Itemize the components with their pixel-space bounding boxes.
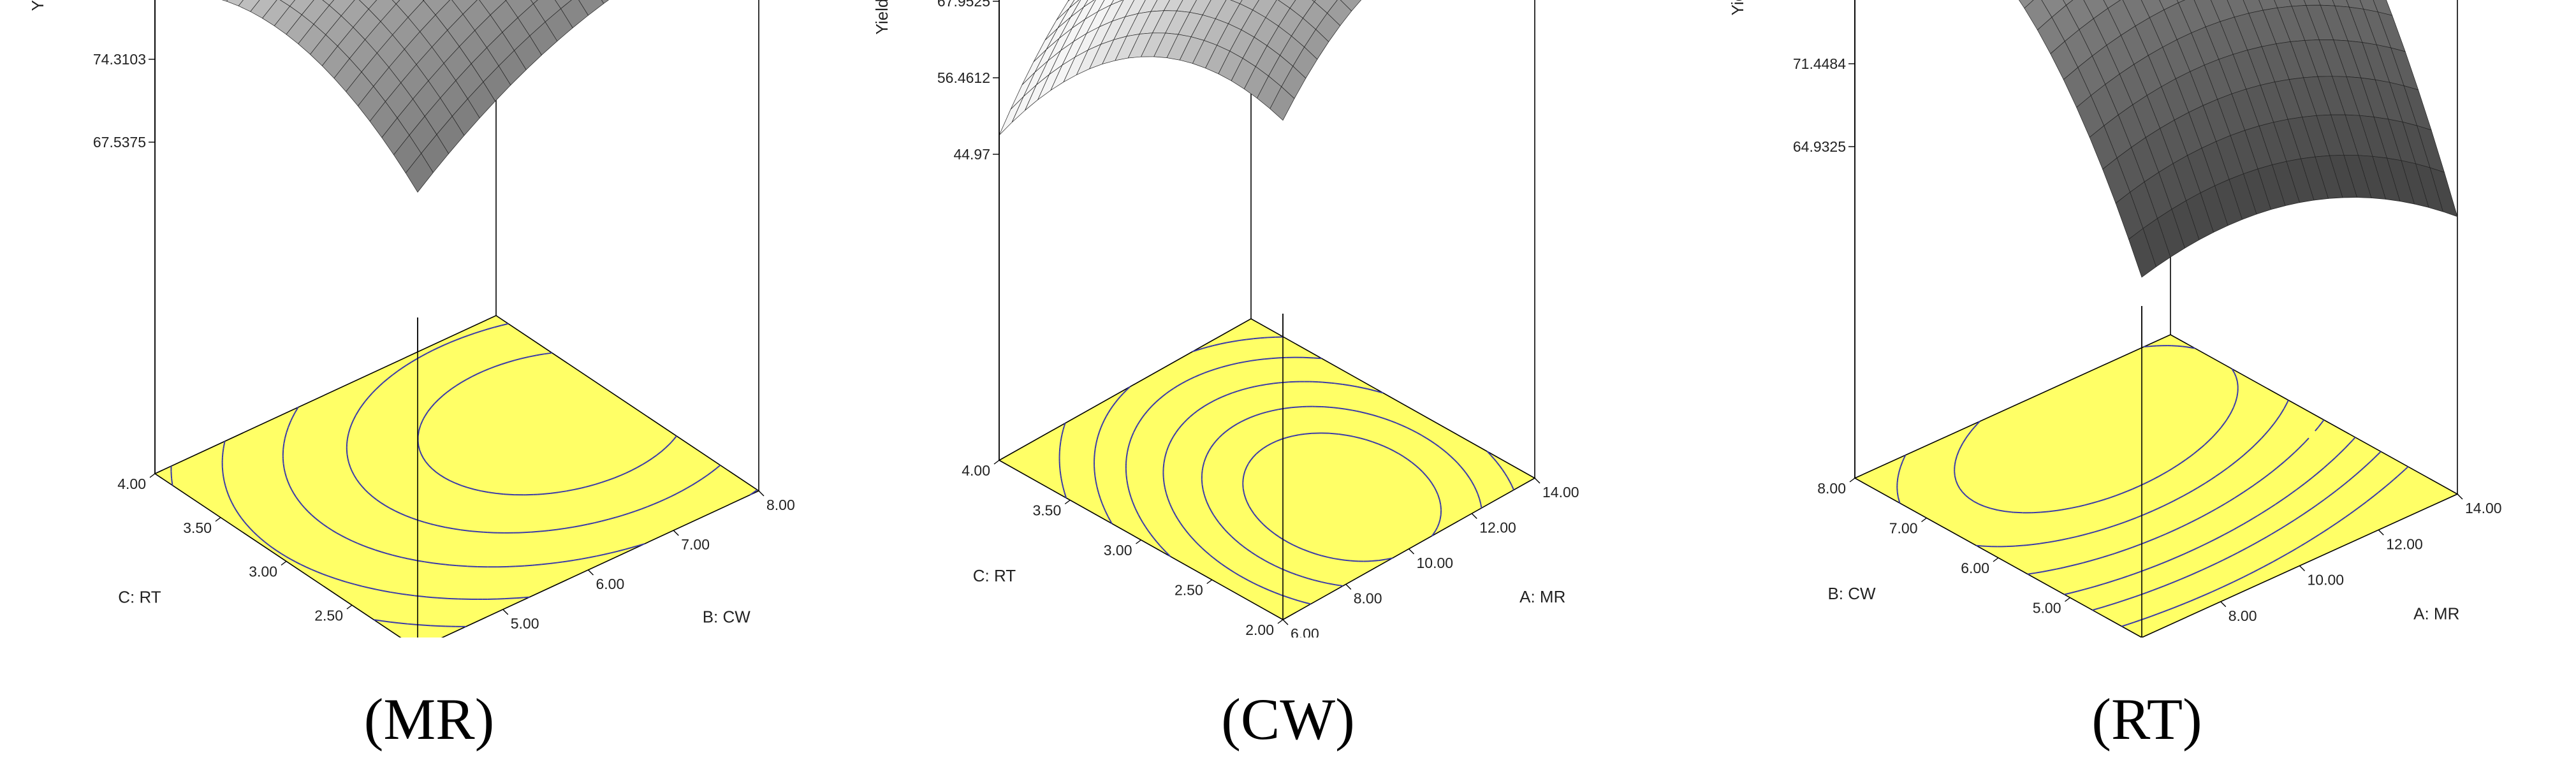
z-axis-title: Yield: [872, 0, 891, 34]
response-surface: [999, 0, 1362, 136]
surface-plot-cw: 44.9756.461267.952579.443790.935Yield6.0…: [872, 0, 1579, 638]
z-tick-label: 67.9525: [937, 0, 990, 10]
y-axis-title: C: RT: [973, 566, 1016, 585]
y-tick-label: 3.00: [249, 564, 277, 580]
y-tick-label: 5.00: [2033, 600, 2061, 616]
y-axis-title: B: CW: [1827, 584, 1876, 603]
y-tick-label: 6.00: [1961, 560, 1989, 576]
y-axis-title: C: RT: [118, 588, 161, 607]
surface-plot-rt: 64.932571.448477.964284.480190.9959Yield…: [1728, 0, 2502, 638]
x-tick-label: 8.00: [1354, 590, 1382, 607]
response-surface: [221, 0, 610, 193]
y-tick-label: 3.50: [183, 520, 212, 536]
z-axis-title: Yield: [1728, 0, 1747, 15]
y-axis: 2.00 2.50 3.00 3.50 4.00: [962, 460, 1284, 638]
y-tick-label: 4.00: [117, 476, 146, 492]
x-axis-title: A: MR: [1519, 587, 1565, 606]
y-tick-label: 4.00: [962, 462, 990, 479]
contour-floor: [998, 318, 1536, 620]
y-tick-label: 2.50: [314, 607, 343, 623]
y-tick-label: 3.50: [1032, 502, 1061, 519]
contour-floor: [1854, 334, 2459, 638]
caption-cw: (CW): [1221, 687, 1355, 752]
x-tick-label: 10.00: [1417, 555, 1454, 571]
surface-plot-mr: 67.537574.310381.083287.85694.6289Yield4…: [28, 0, 795, 638]
x-tick-label: 14.00: [2465, 500, 2502, 516]
panel-cw: 44.9756.461267.952579.443790.935Yield6.0…: [859, 0, 1717, 765]
contour-lines: [170, 323, 758, 627]
x-tick-label: 7.00: [681, 536, 710, 553]
contour-lines: [1896, 345, 2409, 627]
x-axis-title: A: MR: [2413, 604, 2459, 623]
caption-mr: (MR): [363, 687, 495, 752]
y-tick-label: 2.50: [1175, 582, 1203, 599]
z-tick-label: 74.3103: [93, 51, 146, 68]
panel-mr: 67.537574.310381.083287.85694.6289Yield4…: [0, 0, 858, 765]
x-axis: 6.00 8.00 10.00 12.00 14.00: [1282, 477, 1579, 638]
x-tick-label: 6.00: [1291, 625, 1319, 638]
z-axis-title: Yield: [28, 0, 47, 11]
x-tick-label: 12.00: [1479, 520, 1516, 536]
y-tick-label: 2.00: [1245, 622, 1274, 638]
contour-lines: [1058, 336, 1515, 605]
z-tick-label: 56.4612: [937, 69, 990, 86]
x-tick-label: 6.00: [596, 576, 625, 592]
y-tick-label: 8.00: [1817, 480, 1846, 497]
x-tick-label: 10.00: [2308, 572, 2345, 588]
panel-rt: 64.932571.448477.964284.480190.9959Yield…: [1718, 0, 2576, 765]
x-tick-label: 12.00: [2386, 536, 2423, 552]
x-axis-title: B: CW: [703, 608, 751, 627]
contour-floor: [154, 315, 760, 638]
x-tick-label: 5.00: [511, 615, 539, 632]
y-tick-label: 7.00: [1889, 520, 1918, 537]
response-surface: [2018, 0, 2458, 278]
z-tick-label: 71.4484: [1793, 55, 1846, 72]
x-axis: 4.005.006.007.008.00: [502, 490, 795, 632]
z-tick-label: 64.9325: [1793, 138, 1846, 155]
x-tick-label: 14.00: [1542, 484, 1579, 500]
z-tick-label: 67.5375: [93, 134, 146, 150]
caption-rt: (RT): [2091, 687, 2202, 752]
x-tick-label: 8.00: [2228, 608, 2257, 624]
z-tick-label: 44.97: [953, 146, 990, 163]
y-tick-label: 3.00: [1104, 542, 1132, 558]
y-axis: 2.002.503.003.504.00: [117, 473, 353, 623]
x-tick-label: 8.00: [766, 497, 795, 513]
y-axis: 4.005.006.007.008.00: [1817, 477, 2142, 638]
